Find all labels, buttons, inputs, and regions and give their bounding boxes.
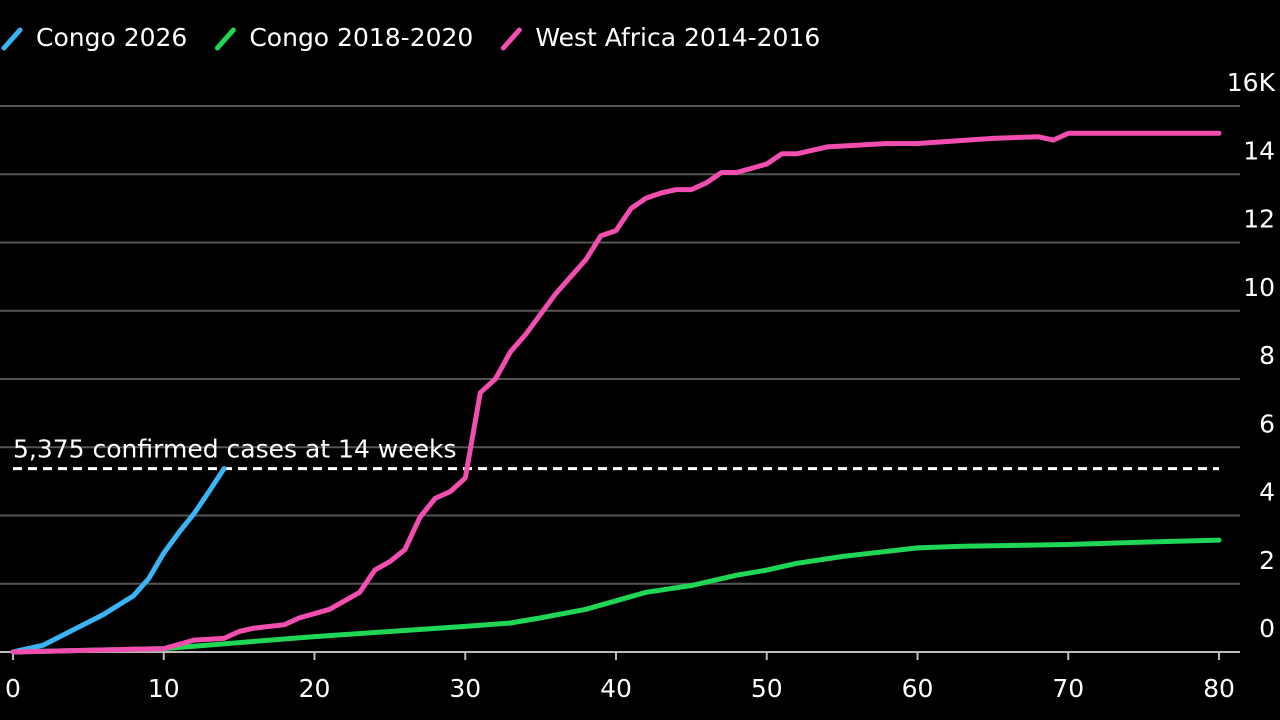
y-tick-label: 6 — [1259, 409, 1275, 438]
series-line — [10, 130, 1222, 655]
x-tick-label: 80 — [1203, 674, 1235, 703]
series-line — [10, 537, 1222, 655]
legend-label: Congo 2026 — [36, 23, 187, 52]
series-line — [10, 466, 227, 655]
annotation-text: 5,375 confirmed cases at 14 weeks — [13, 435, 457, 464]
x-tick-label: 70 — [1052, 674, 1084, 703]
y-tick-label: 10 — [1243, 273, 1275, 302]
x-tick-label: 50 — [751, 674, 783, 703]
legend-swatch — [1, 27, 23, 51]
x-tick-label: 0 — [5, 674, 21, 703]
x-tick-label: 60 — [902, 674, 934, 703]
y-tick-label: 14 — [1243, 136, 1275, 165]
y-tick-label: 16K — [1227, 68, 1276, 97]
legend-label: Congo 2018-2020 — [249, 23, 473, 52]
y-tick-label: 4 — [1259, 478, 1275, 507]
y-tick-label: 0 — [1259, 614, 1275, 643]
y-tick-label: 12 — [1243, 205, 1275, 234]
y-tick-label: 2 — [1259, 546, 1275, 575]
legend-swatch — [214, 27, 236, 51]
legend-label: West Africa 2014-2016 — [535, 23, 820, 52]
x-tick-label: 20 — [299, 674, 331, 703]
y-tick-label: 8 — [1259, 341, 1275, 370]
x-tick-label: 40 — [600, 674, 632, 703]
x-tick-label: 10 — [148, 674, 180, 703]
x-tick-label: 30 — [449, 674, 481, 703]
legend-swatch — [500, 27, 522, 51]
